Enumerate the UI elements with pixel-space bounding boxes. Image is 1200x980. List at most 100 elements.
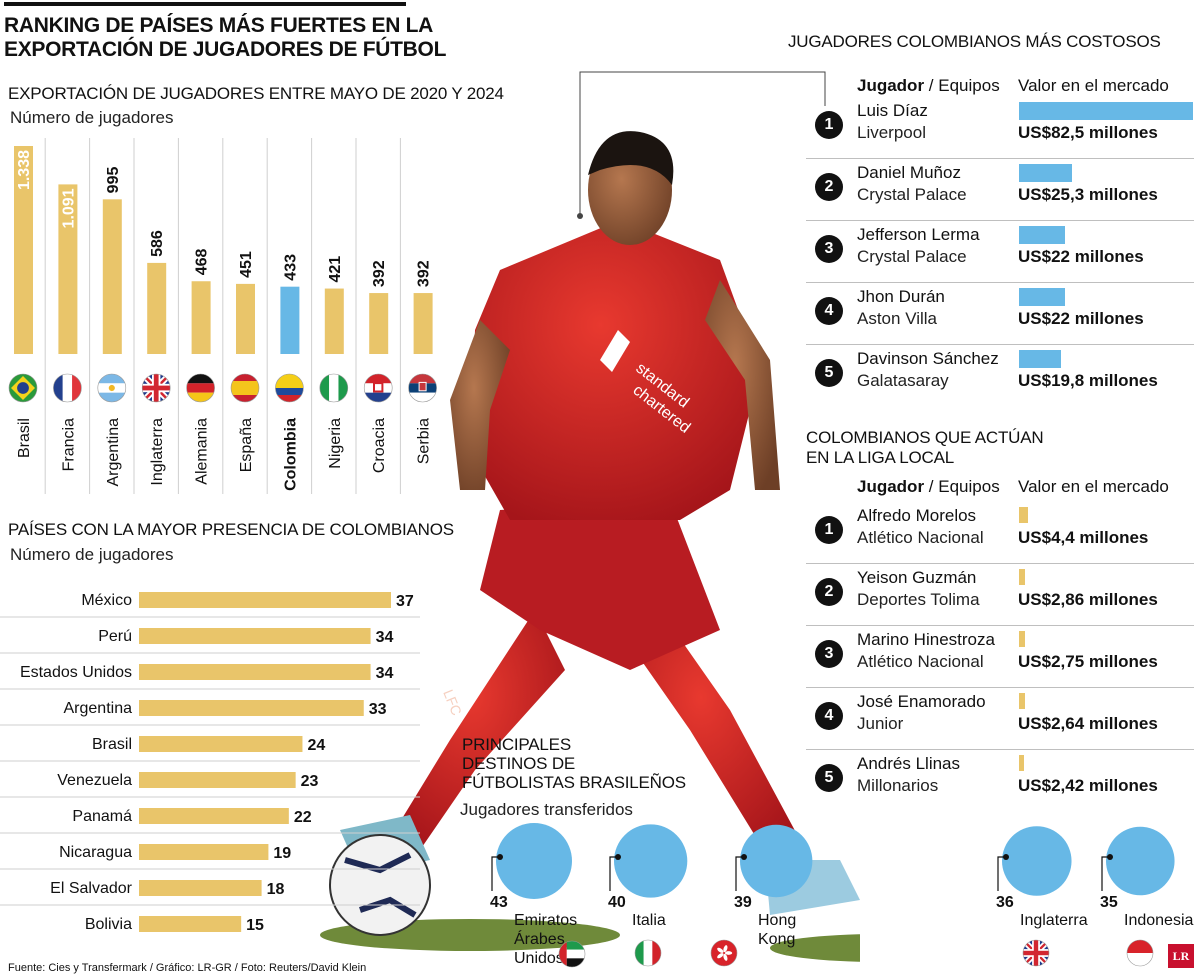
shorts-crest-text: LFC: [440, 687, 465, 718]
costly-rank-badge: 5: [815, 359, 843, 387]
local-row-divider: [806, 749, 1194, 750]
brazil-heading-line-2: DESTINOS DE: [462, 754, 576, 773]
local-rank-badge: 4: [815, 702, 843, 730]
brazil-bubble-italia: [614, 824, 688, 898]
brazil-label-inglaterra: Inglaterra: [1020, 912, 1088, 929]
local-col-player-label: Jugador: [857, 477, 925, 496]
costly-bar-jefferson-lerma: [1019, 226, 1066, 244]
local-name-jose-enamorado: José Enamorado: [857, 692, 986, 711]
brazil-value-hong-kong: 39: [734, 894, 752, 911]
presence-bar-mexico: [139, 592, 391, 608]
presence-bar-argentina: [139, 700, 364, 716]
local-col-team: Equipos: [938, 477, 1000, 496]
title-line-2: EXPORTACIÓN DE JUGADORES DE FÚTBOL: [4, 38, 447, 61]
page-title: RANKING DE PAÍSES MÁS FUERTES EN LA EXPO…: [4, 14, 446, 62]
costly-team-jhon-duran: Aston Villa: [857, 309, 938, 328]
export-bar-nigeria: [324, 288, 344, 354]
germany-flag: [186, 374, 215, 402]
local-row-divider: [806, 625, 1194, 626]
export-value-nigeria: 421: [327, 256, 344, 283]
export-bar-espana: [236, 283, 255, 354]
local-rank-badge: 2: [815, 578, 843, 606]
callout-line: [577, 71, 826, 219]
right-arm: [705, 280, 780, 490]
costly-bar-luis-diaz: [1019, 102, 1193, 120]
brazil-bubble-indonesia: [1106, 826, 1175, 896]
presence-value-argentina: 33: [369, 701, 387, 718]
nigeria-flag: [319, 374, 348, 402]
brazil-heading-line-3: FÚTBOLISTAS BRASILEÑOS: [462, 773, 686, 792]
export-label-nigeria: Nigeria: [327, 418, 344, 469]
brazil-label-hong-kong: Hong Kong: [758, 912, 796, 948]
export-label-serbia: Serbia: [416, 418, 433, 464]
local-col-sep: /: [928, 477, 934, 496]
presence-value-bolivia: 15: [246, 917, 264, 934]
export-value-brasil: 1.338: [16, 150, 33, 190]
presence-bar-estados-unidos: [139, 664, 371, 680]
export-value-espana: 451: [238, 251, 255, 278]
costly-rank-badge: 2: [815, 173, 843, 201]
export-bar-croacia: [369, 293, 389, 354]
brazil-label-indonesia: Indonesia: [1124, 912, 1193, 929]
grass-right: [770, 934, 860, 962]
local-row-divider: [806, 563, 1194, 564]
costly-team-davinson-sanchez: Galatasaray: [857, 371, 949, 390]
brazil-label-emiratos-arabes-unidos: Emiratos Árabes Unidos: [514, 912, 577, 967]
brazil-value-emiratos-arabes-unidos: 43: [490, 894, 508, 911]
export-bar-francia: [58, 184, 78, 354]
export-unit: Número de jugadores: [10, 108, 174, 127]
export-label-colombia: Colombia: [282, 418, 299, 491]
presence-label-venezuela: Venezuela: [57, 772, 132, 789]
serbia-flag: [408, 374, 437, 402]
export-value-francia: 1.091: [60, 188, 77, 228]
costly-team-jefferson-lerma: Crystal Palace: [857, 247, 967, 266]
local-value-marino-hinestroza: US$2,75 millones: [1018, 652, 1158, 671]
brazil-chart: 43 Emiratos Árabes Unidos 40 Italia 39 Hong Kong…: [490, 823, 1193, 968]
source-footer: Fuente: Cies y Transfermark / Gráfico: L…: [8, 962, 367, 974]
indonesia-flag: [1127, 940, 1153, 966]
costly-col-player-label: Jugador: [857, 76, 925, 95]
presence-label-mexico: México: [81, 592, 132, 609]
presence-value-nicaragua: 19: [273, 845, 291, 862]
croatia-flag: [364, 374, 393, 402]
costly-name-daniel-munoz: Daniel Muñoz: [857, 163, 961, 182]
export-chart: 1.338 Brasil 1.091 Francia 995 Argentina 586 In…: [8, 138, 437, 494]
export-bar-brasil: [14, 146, 33, 354]
local-col-value: Valor en el mercado: [1018, 477, 1169, 496]
right-leg: [620, 610, 800, 860]
argentina-flag: [97, 374, 126, 402]
uk-flag: [1023, 940, 1049, 966]
local-value-yeison-guzman: US$2,86 millones: [1018, 590, 1158, 609]
costly-bar-jhon-duran: [1019, 288, 1066, 306]
costly-row-divider: [806, 220, 1194, 221]
costly-value-jefferson-lerma: US$22 millones: [1018, 247, 1144, 266]
hair: [588, 131, 674, 185]
costly-value-davinson-sanchez: US$19,8 millones: [1018, 371, 1158, 390]
export-bar-inglaterra: [147, 262, 167, 354]
costly-name-jefferson-lerma: Jefferson Lerma: [857, 225, 980, 244]
brazil-bubble-inglaterra: [1002, 826, 1072, 896]
costly-rank-badge: 3: [815, 235, 843, 263]
presence-bar-panama: [139, 808, 289, 824]
brazil-value-inglaterra: 36: [996, 894, 1014, 911]
export-bar-serbia: [413, 293, 433, 354]
presence-value-peru: 34: [376, 629, 394, 646]
export-label-espana: España: [238, 418, 255, 472]
presence-bar-peru: [139, 628, 371, 644]
hongkong-flag: [711, 940, 737, 966]
local-team-marino-hinestroza: Atlético Nacional: [857, 652, 984, 671]
brazil-bubble-dot: [1107, 854, 1113, 860]
france-flag: [53, 374, 82, 402]
brazil-flag: [9, 374, 37, 402]
presence-value-el-salvador: 18: [267, 881, 285, 898]
presence-label-argentina: Argentina: [64, 700, 133, 717]
brazil-unit: Jugadores transferidos: [460, 800, 633, 819]
export-label-croacia: Croacia: [371, 418, 388, 473]
local-rank-badge: 1: [815, 516, 843, 544]
export-label-francia: Francia: [60, 418, 77, 471]
export-value-croacia: 392: [371, 260, 388, 287]
presence-label-estados-unidos: Estados Unidos: [20, 664, 132, 681]
export-label-inglaterra: Inglaterra: [149, 418, 166, 486]
presence-unit: Número de jugadores: [10, 545, 174, 564]
export-heading: EXPORTACIÓN DE JUGADORES ENTRE MAYO DE 2…: [8, 84, 504, 103]
